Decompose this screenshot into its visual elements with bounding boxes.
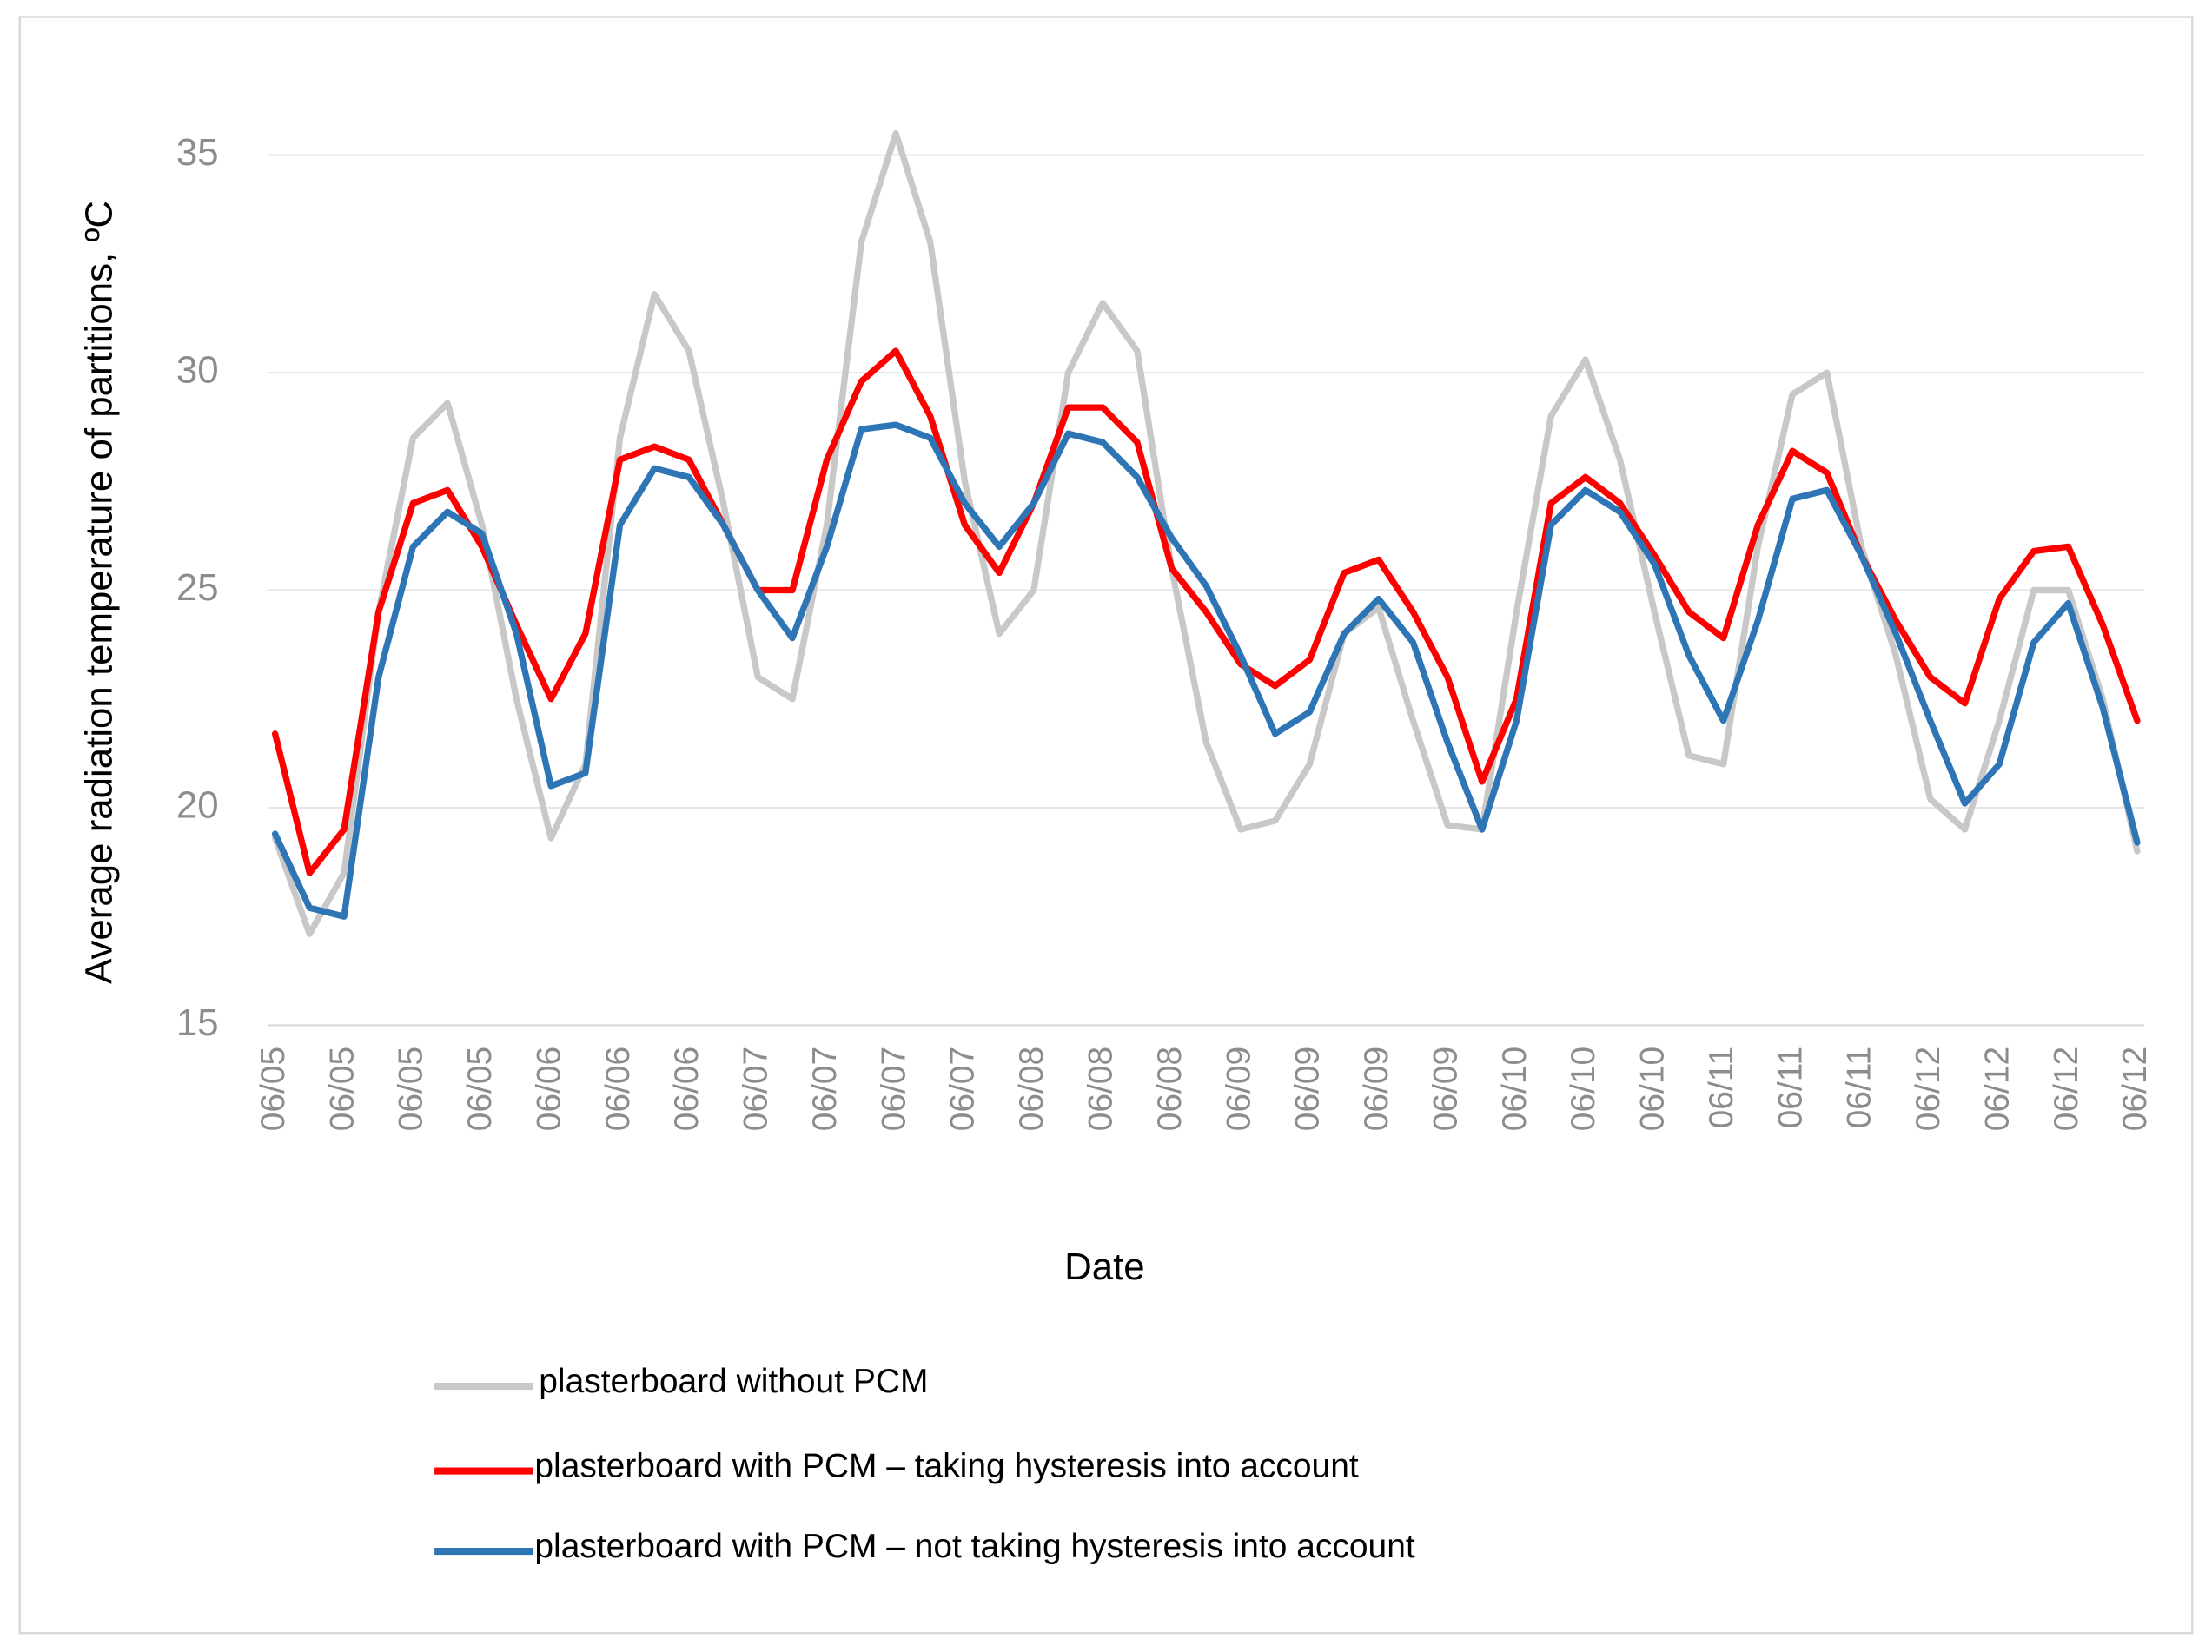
x-tick-label: 06/05 bbox=[461, 1047, 499, 1131]
y-tick-label: 25 bbox=[176, 566, 219, 609]
x-tick-label: 06/12 bbox=[2116, 1047, 2154, 1131]
x-tick-label: 06/10 bbox=[1634, 1047, 1672, 1131]
y-tick-label: 20 bbox=[176, 784, 219, 827]
x-tick-label: 06/11 bbox=[1703, 1047, 1740, 1129]
legend-label: plasterboard with PCM – taking hysteresi… bbox=[534, 1448, 1359, 1485]
x-axis-title: Date bbox=[1064, 1246, 1145, 1288]
x-tick-label: 06/06 bbox=[599, 1047, 637, 1131]
x-tick-label: 06/10 bbox=[1565, 1047, 1602, 1131]
legend-label: plasterboard without PCM bbox=[539, 1363, 928, 1400]
x-tick-label: 06/05 bbox=[255, 1047, 292, 1131]
x-tick-label: 06/06 bbox=[668, 1047, 705, 1131]
chart-border bbox=[18, 16, 2194, 1635]
x-tick-label: 06/12 bbox=[1978, 1047, 2016, 1131]
x-tick-label: 06/05 bbox=[393, 1047, 430, 1131]
x-tick-label: 06/09 bbox=[1220, 1047, 1257, 1131]
y-tick-label: 35 bbox=[176, 131, 219, 174]
x-tick-label: 06/07 bbox=[806, 1047, 844, 1131]
y-tick-label: 15 bbox=[176, 1001, 219, 1044]
x-tick-label: 06/12 bbox=[2048, 1047, 2085, 1131]
x-tick-label: 06/08 bbox=[1013, 1047, 1050, 1131]
x-tick-label: 06/11 bbox=[1841, 1047, 1878, 1129]
x-tick-label: 06/09 bbox=[1289, 1047, 1327, 1131]
x-tick-label: 06/07 bbox=[944, 1047, 982, 1131]
x-tick-label: 06/07 bbox=[875, 1047, 912, 1131]
x-tick-label: 06/11 bbox=[1772, 1047, 1809, 1129]
x-tick-label: 06/05 bbox=[323, 1047, 361, 1131]
x-tick-label: 06/10 bbox=[1496, 1047, 1533, 1131]
series-line bbox=[271, 347, 2141, 876]
x-tick-label: 06/12 bbox=[1910, 1047, 1947, 1131]
x-tick-label: 06/09 bbox=[1358, 1047, 1395, 1131]
series-line bbox=[271, 421, 2141, 920]
x-tick-label: 06/07 bbox=[738, 1047, 775, 1131]
x-tick-label: 06/08 bbox=[1151, 1047, 1189, 1131]
legend-label: plasterboard with PCM – not taking hyste… bbox=[534, 1528, 1414, 1565]
x-tick-label: 06/08 bbox=[1083, 1047, 1120, 1131]
x-tick-label: 06/09 bbox=[1427, 1047, 1464, 1131]
x-tick-label: 06/06 bbox=[530, 1047, 567, 1131]
y-axis-title: Average radiation temperature of partiti… bbox=[77, 201, 120, 984]
y-tick-label: 30 bbox=[176, 349, 219, 392]
